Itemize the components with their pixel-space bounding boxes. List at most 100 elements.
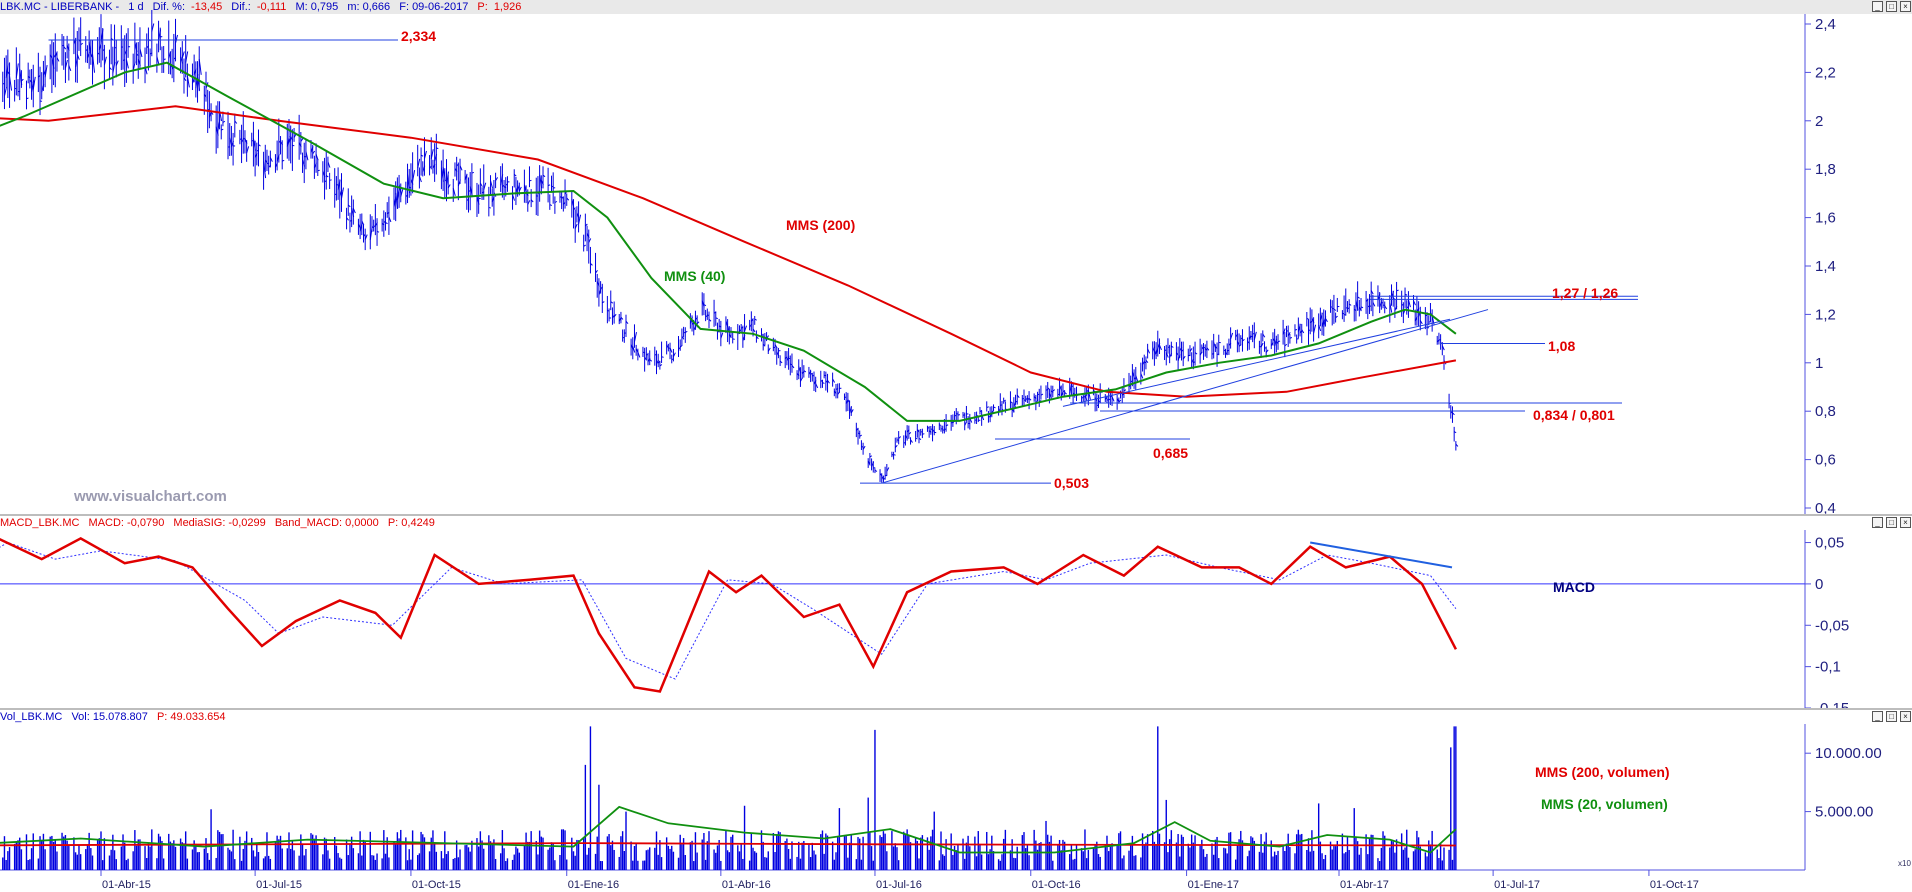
price-bar-close [1052, 389, 1056, 392]
price-bar-close [672, 352, 676, 357]
annotation-resistance: 1,27 / 1,26 [1552, 285, 1618, 301]
price-bar-close [329, 179, 332, 181]
dif-pct-value: -13,45 [191, 1, 223, 13]
panel-divider[interactable] [0, 708, 1912, 710]
price-bar-close [1265, 349, 1269, 353]
price-y-tick-label: 2,4 [1815, 16, 1836, 33]
price-bar-close [542, 174, 546, 178]
vol-y-tick-label: 10.000.00 [1815, 745, 1882, 762]
price-bar-close [430, 149, 434, 160]
price-bar-close [9, 76, 13, 91]
price-bar-close [945, 424, 949, 427]
price-bar-close [156, 56, 160, 65]
watermark: www.visualchart.com [74, 488, 227, 505]
price-bar-close [993, 406, 996, 409]
macd-chart[interactable]: 0,05 0 -0,05 -0,1 -0,15 MACD [0, 516, 1912, 708]
price-bar-close [483, 182, 487, 190]
annotation-0685: 0,685 [1153, 445, 1188, 461]
price-bar-close [869, 455, 873, 458]
minimize-button[interactable]: _ [1872, 517, 1883, 528]
price-bar-close [744, 325, 748, 332]
price-bar-close [918, 437, 922, 441]
price-bar-close [234, 120, 238, 124]
price-bar-close [1159, 344, 1162, 351]
volume-header: Vol_LBK.MC Vol: 15.078.807 P: 49.033.654 [0, 710, 1912, 724]
price-bar-close [512, 194, 516, 201]
price-chart[interactable]: 2,4 2,2 2 1,8 1,6 1,4 1,2 1 0,8 0,6 0,4 2,334 MMS (2… [0, 0, 1912, 514]
macd-signal: MediaSIG: -0,0299 [173, 517, 266, 529]
macd-y-tick-label: 0 [1815, 576, 1823, 593]
close-button[interactable]: × [1900, 1, 1911, 12]
price-bar-close [80, 42, 83, 46]
price-bar-close [1419, 320, 1423, 325]
minimize-button[interactable]: _ [1872, 711, 1883, 722]
price-bar-close [602, 301, 605, 304]
mms40-line [0, 61, 1457, 422]
price-bar-close [659, 364, 663, 367]
price-bar-close [1171, 345, 1174, 348]
mms200-line [0, 105, 1457, 398]
price-bar-close [752, 328, 756, 333]
price-bar-close [3, 86, 7, 97]
price-bar-close [151, 23, 155, 32]
price-bar-close [21, 78, 24, 82]
price-bar-close [1318, 324, 1322, 332]
price-bar-close [554, 200, 558, 204]
macd-panel: MACD_LBK.MC MACD: -0,0790 MediaSIG: -0,0… [0, 516, 1912, 708]
price-bar-close [1242, 338, 1245, 342]
close-button[interactable]: × [1900, 711, 1911, 722]
x-tick-label: 01-Oct-16 [1032, 879, 1081, 891]
volume-chart[interactable]: 10.000.00 5.000.00 MMS (200, volumen) MMS (… [0, 710, 1912, 892]
price-bar-close [1360, 306, 1364, 309]
price-bar-close [732, 338, 735, 340]
macd-y-tick-label: -0,1 [1815, 659, 1841, 676]
price-bar-close [15, 63, 19, 78]
price-bar-close [1282, 328, 1286, 335]
price-bar-close [181, 51, 185, 59]
annotation-mms200: MMS (200) [786, 217, 855, 233]
price-bar-close [1389, 302, 1393, 313]
price-bar-close [361, 220, 365, 226]
x-tick-label: 01-Oct-17 [1650, 879, 1699, 891]
price-bar-close [910, 439, 913, 443]
close-button[interactable]: × [1900, 517, 1911, 528]
price-bar-close [464, 173, 468, 181]
price-bar-close [922, 433, 925, 435]
period-label: 1 d [128, 1, 144, 13]
dif-label: Dif.: [231, 1, 251, 13]
vol-mms20-line [0, 805, 1457, 854]
x-tick-label: 01-Abr-16 [722, 879, 771, 891]
minimize-button[interactable]: _ [1872, 1, 1883, 12]
price-y-tick-label: 1 [1815, 355, 1823, 372]
maximize-button[interactable]: □ [1886, 517, 1897, 528]
price-bar-close [175, 34, 179, 44]
annotation-0503: 0,503 [1054, 475, 1089, 491]
maximize-button[interactable]: □ [1886, 711, 1897, 722]
vol-label-200: MMS (200, volumen) [1535, 764, 1670, 780]
price-bar-close [388, 216, 392, 223]
price-bar-close [979, 409, 983, 413]
price-bar-close [92, 54, 96, 73]
price-bar-close [708, 318, 712, 322]
price-bar-close [1047, 387, 1051, 391]
price-bar-close [779, 360, 783, 364]
price-bar-close [610, 301, 614, 304]
price-bar-close [364, 234, 368, 240]
price-bar-close [56, 57, 60, 62]
price-bar-close [452, 188, 456, 197]
price-bar-close [1413, 300, 1416, 306]
maximize-button[interactable]: □ [1886, 1, 1897, 12]
price-bar-close [185, 51, 189, 63]
price-bar-close [1294, 329, 1298, 331]
price-bar-close [527, 200, 531, 205]
price-bar-close [590, 263, 593, 266]
x-tick-label: 01-Jul-15 [256, 879, 302, 891]
price-bar-close [685, 330, 688, 333]
price-bar-close [850, 409, 854, 414]
price-bar-close [471, 171, 475, 174]
price-bar-close [661, 356, 664, 358]
price-bar-close [1301, 329, 1305, 334]
panel-divider[interactable] [0, 514, 1912, 516]
price-bar-close [1384, 305, 1388, 310]
macd-y-tick-label: -0,15 [1815, 700, 1849, 708]
